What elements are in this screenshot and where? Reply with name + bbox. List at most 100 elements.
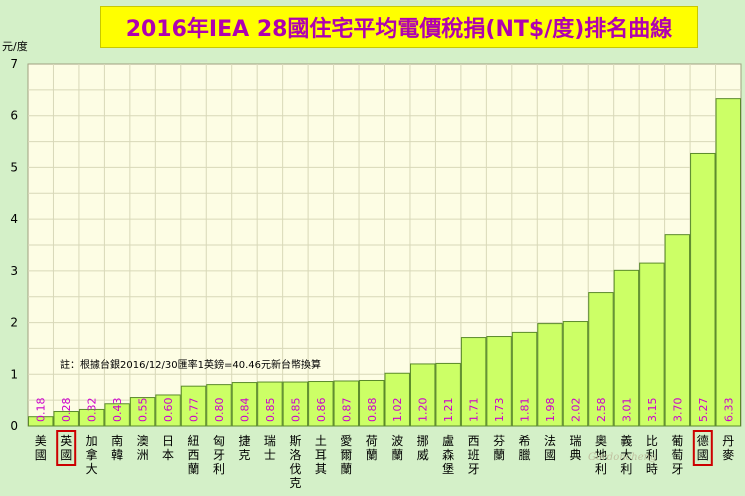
bar bbox=[28, 416, 54, 427]
category-label: 日本 bbox=[162, 434, 174, 462]
bar-value-label: 2.58 bbox=[595, 398, 608, 423]
category-label: 瑞士 bbox=[264, 434, 276, 462]
category-label: 盧森堡 bbox=[442, 434, 454, 476]
category-label: 英國 bbox=[60, 434, 72, 462]
bar bbox=[231, 382, 258, 427]
category-label: 土耳其 bbox=[315, 434, 327, 476]
y-tick-label: 5 bbox=[10, 160, 18, 174]
bar bbox=[588, 292, 614, 427]
bars bbox=[28, 98, 741, 427]
bar bbox=[639, 262, 665, 427]
bar-value-label: 0.87 bbox=[340, 398, 353, 423]
bar-value-label: 0.88 bbox=[366, 398, 379, 423]
bar bbox=[104, 403, 130, 427]
bar-value-label: 0.86 bbox=[315, 398, 328, 423]
bar bbox=[282, 381, 309, 427]
category-label: 南韓 bbox=[111, 433, 123, 462]
bar-value-label: 0.18 bbox=[35, 398, 48, 423]
category-label: 西班牙 bbox=[468, 434, 480, 476]
bar-value-label: 1.81 bbox=[519, 398, 532, 423]
category-label: 荷蘭 bbox=[366, 434, 378, 462]
y-tick-label: 3 bbox=[10, 264, 18, 278]
y-tick-label: 1 bbox=[10, 367, 18, 381]
highlight-boxes bbox=[56, 430, 713, 466]
y-tick-label: 0 bbox=[10, 419, 18, 433]
bar-value-label: 1.21 bbox=[442, 398, 455, 423]
category-label: 法國 bbox=[544, 434, 556, 462]
annotation-note: 註：根據台銀2016/12/30匯率1英鎊=40.46元新台幣換算 bbox=[60, 358, 321, 371]
category-label: 愛爾蘭 bbox=[340, 434, 352, 476]
bar-value-label: 3.70 bbox=[671, 398, 684, 423]
bar bbox=[206, 384, 232, 427]
bar-value-label: 0.85 bbox=[264, 398, 277, 423]
category-label: 匈牙利 bbox=[213, 434, 225, 476]
category-label: 加拿大 bbox=[86, 434, 98, 476]
category-label: 丹麥 bbox=[722, 434, 734, 462]
bar bbox=[333, 380, 360, 427]
bar bbox=[562, 321, 589, 427]
bar-value-label: 0.55 bbox=[137, 398, 150, 423]
bar-value-label: 3.01 bbox=[620, 398, 633, 423]
bar-value-label: 3.15 bbox=[646, 398, 659, 423]
bar bbox=[180, 385, 207, 427]
category-label: 比利時 bbox=[646, 434, 658, 476]
bar bbox=[384, 372, 410, 427]
bar bbox=[460, 337, 487, 427]
category-label: 挪威 bbox=[417, 434, 429, 462]
highlight-box bbox=[692, 430, 713, 466]
category-label: 奧地利 bbox=[595, 434, 607, 476]
category-label: 瑞典 bbox=[569, 434, 581, 462]
bar-value-label: 2.02 bbox=[569, 398, 582, 423]
bar-value-label: 0.80 bbox=[213, 398, 226, 423]
y-tick-label: 6 bbox=[10, 109, 18, 123]
bar bbox=[664, 234, 691, 427]
bar-value-label: 6.33 bbox=[722, 398, 735, 423]
bar-value-label: 0.43 bbox=[111, 398, 124, 423]
bar bbox=[53, 411, 79, 427]
bar bbox=[129, 397, 156, 427]
bar-value-label: 0.84 bbox=[238, 398, 251, 423]
bar bbox=[78, 408, 105, 427]
category-label: 希臘 bbox=[519, 433, 531, 462]
bar bbox=[359, 379, 385, 427]
bar-value-label: 0.60 bbox=[162, 398, 175, 423]
y-tick-label: 7 bbox=[10, 57, 18, 71]
bar bbox=[486, 336, 512, 427]
bar bbox=[613, 269, 640, 427]
bar bbox=[537, 323, 563, 427]
y-tick-labels: 0 1 2 3 4 5 6 7 bbox=[10, 57, 18, 433]
bar bbox=[257, 381, 283, 427]
bar bbox=[511, 331, 538, 427]
bar-value-label: 1.71 bbox=[468, 398, 481, 423]
bar-value-label: 0.28 bbox=[60, 398, 73, 423]
value-labels: 0.18 0.28 0.32 0.43 0.55 0.60 0.77 0.80 0.84 0.85… bbox=[35, 398, 736, 423]
bar bbox=[715, 98, 741, 427]
y-tick-label: 2 bbox=[10, 316, 18, 330]
bar-value-label: 1.98 bbox=[544, 398, 557, 423]
category-label: 波蘭 bbox=[391, 434, 403, 462]
bar-value-label: 0.32 bbox=[86, 398, 99, 423]
bar bbox=[690, 152, 716, 427]
category-label: 義大利 bbox=[620, 433, 632, 476]
bar bbox=[308, 381, 334, 427]
bar bbox=[409, 363, 436, 427]
bar bbox=[435, 362, 461, 427]
bar-value-label: 0.77 bbox=[188, 398, 201, 423]
category-label: 德國 bbox=[697, 433, 709, 462]
bar bbox=[155, 394, 181, 427]
bar-value-label: 5.27 bbox=[697, 398, 710, 423]
highlight-box bbox=[56, 430, 77, 466]
y-tick-label: 4 bbox=[10, 212, 18, 226]
category-label: 葡萄牙 bbox=[671, 434, 683, 476]
y-axis-unit-label: 元/度 bbox=[2, 39, 28, 53]
bar-value-label: 1.20 bbox=[417, 398, 430, 423]
bar-value-label: 1.73 bbox=[493, 398, 506, 423]
category-label: 美國 bbox=[35, 434, 47, 462]
bar-value-label: 0.85 bbox=[289, 398, 302, 423]
bar-value-label: 1.02 bbox=[391, 398, 404, 423]
category-label: 捷克 bbox=[238, 434, 250, 462]
category-label: 芬蘭 bbox=[493, 434, 505, 462]
chart-title: 2016年IEA 28國住宅平均電價稅捐(NT$/度)排名曲線 bbox=[100, 6, 698, 48]
